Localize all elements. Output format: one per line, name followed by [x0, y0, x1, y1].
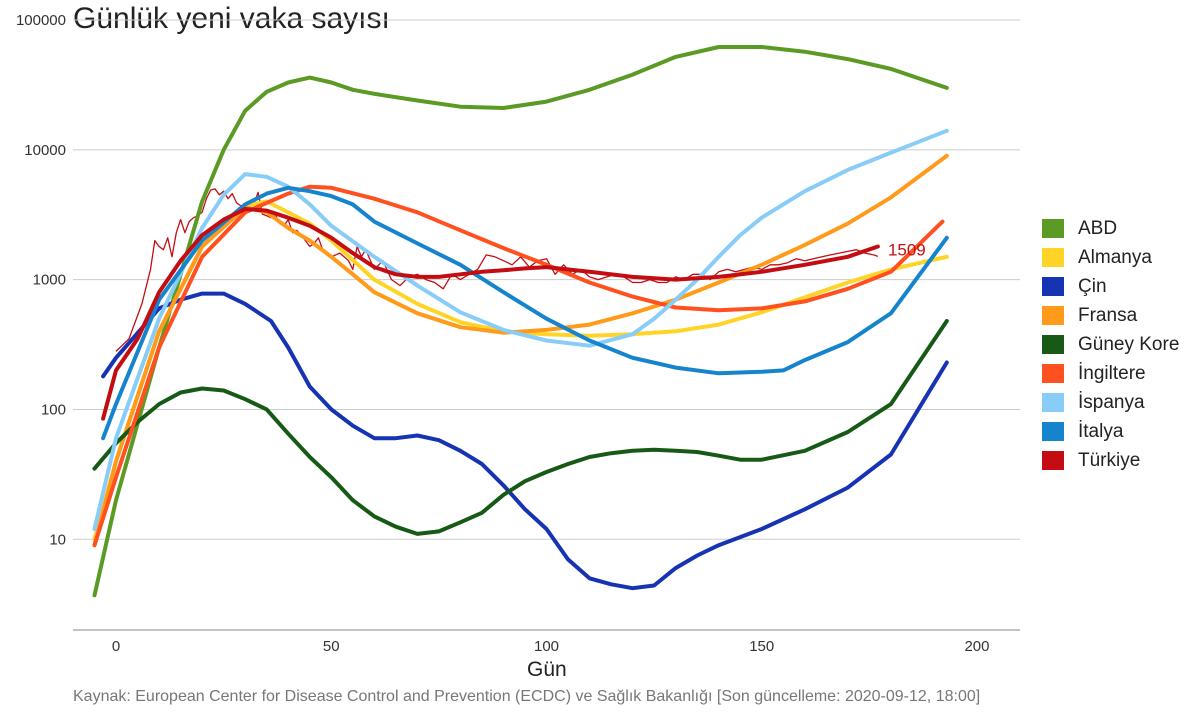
series-line-g-ney-kore [92, 319, 949, 536]
series-line-t-rkiye [101, 207, 880, 421]
legend-item: İspanya [1042, 388, 1179, 417]
legend-swatch [1042, 277, 1064, 296]
series-line-almanya [92, 199, 949, 542]
legend-label: Türkiye [1078, 449, 1141, 471]
y-tick-label: 100 [41, 401, 66, 418]
raw-line-turkiye [115, 188, 879, 352]
chart-title: Günlük yeni vaka sayısı [73, 2, 390, 35]
legend-swatch [1042, 248, 1064, 267]
legend-label: Almanya [1078, 246, 1152, 268]
legend-item: Fransa [1042, 301, 1179, 330]
legend-label: Çin [1078, 275, 1107, 297]
x-axis-label: Gün [527, 658, 567, 681]
series-line-fransa [92, 153, 949, 548]
legend-swatch [1042, 219, 1064, 238]
y-tick-label: 100000 [16, 12, 66, 29]
legend-swatch [1042, 306, 1064, 325]
x-tick-label: 200 [964, 638, 989, 655]
x-axis-ticks: 0 50 100 150 200 [112, 638, 990, 655]
legend-item: Çin [1042, 272, 1179, 301]
raw-series [115, 188, 879, 352]
end-value-label: 1509 [888, 240, 926, 259]
x-tick-label: 150 [749, 638, 774, 655]
legend-item: ABD [1042, 214, 1179, 243]
y-tick-label: 1000 [33, 272, 66, 289]
source-caption: Kaynak: European Center for Disease Cont… [73, 688, 981, 705]
y-axis-ticks: 10 100 1000 10000 100000 [16, 12, 66, 548]
series-line-i-ngiltere [92, 184, 945, 548]
x-tick-label: 50 [323, 638, 340, 655]
legend: ABD Almanya Çin Fransa Güney Kore İngiltere İs… [1042, 214, 1179, 475]
legend-swatch [1042, 393, 1064, 412]
legend-label: İngiltere [1078, 362, 1146, 384]
series-line-in [101, 291, 949, 591]
y-tick-label: 10000 [24, 142, 66, 159]
legend-swatch [1042, 422, 1064, 441]
series-line-i-spanya [92, 128, 949, 531]
series-line-abd [92, 45, 949, 598]
legend-label: Güney Kore [1078, 333, 1180, 355]
legend-item: Güney Kore [1042, 330, 1179, 359]
legend-item: Türkiye [1042, 446, 1179, 475]
legend-label: İtalya [1078, 420, 1124, 442]
legend-item: Almanya [1042, 243, 1179, 272]
legend-label: İspanya [1078, 391, 1145, 413]
x-tick-label: 100 [534, 638, 559, 655]
gridlines [73, 19, 1020, 540]
y-tick-label: 10 [49, 531, 66, 548]
legend-swatch [1042, 335, 1064, 354]
legend-swatch [1042, 364, 1064, 383]
legend-label: ABD [1078, 217, 1118, 239]
series-line-i-talya [101, 185, 949, 441]
series-lines [92, 45, 949, 598]
x-tick-label: 0 [112, 638, 120, 655]
legend-label: Fransa [1078, 304, 1138, 326]
legend-item: İngiltere [1042, 359, 1179, 388]
legend-swatch [1042, 451, 1064, 470]
legend-item: İtalya [1042, 417, 1179, 446]
